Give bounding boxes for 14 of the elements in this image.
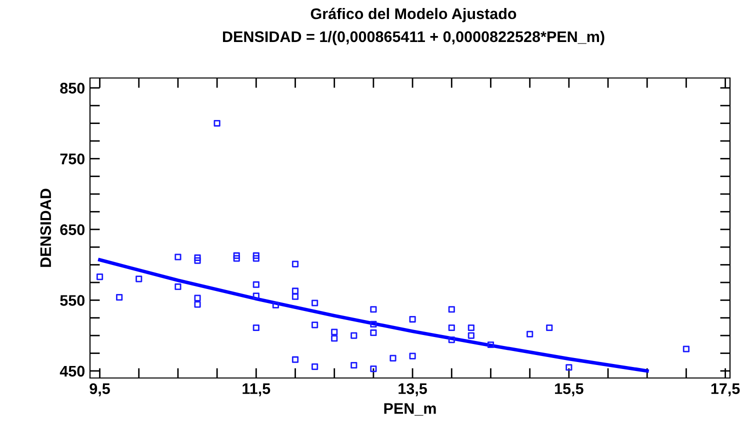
x-tick-label: 13,5 [398, 383, 427, 396]
y-tick-label: 450 [60, 366, 85, 377]
chart-subtitle: DENSIDAD = 1/(0,000865411 + 0,0000822528*PEN_m) [223, 30, 604, 46]
y-tick-label: 750 [60, 154, 85, 164]
y-axis-title: DENSIDAD [40, 188, 52, 267]
x-tick-label: 17,5 [711, 383, 740, 396]
y-tick-label: 550 [60, 295, 85, 306]
y-tick-label: 650 [60, 224, 85, 236]
chart-title: Gráfico del Modelo Ajustado [310, 8, 516, 22]
x-axis-title: PEN_m [384, 403, 436, 416]
y-tick-label: 850 [60, 82, 85, 94]
x-tick-label: 11,5 [242, 383, 270, 396]
x-tick-label: 9,5 [90, 383, 110, 396]
x-tick-label: 15,5 [555, 383, 584, 396]
